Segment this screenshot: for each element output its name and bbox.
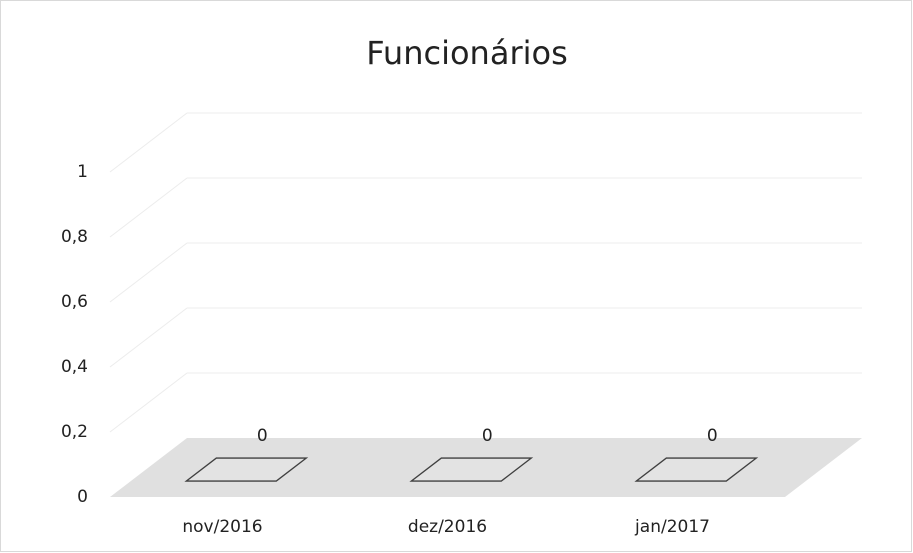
grid-line (109, 112, 188, 173)
y-tick-label: 0 (77, 487, 88, 507)
bar (409, 457, 534, 482)
y-tick-label: 0,4 (61, 357, 88, 377)
grid-line (109, 307, 188, 368)
grid-line (109, 177, 188, 238)
bar (634, 457, 759, 482)
data-label: 0 (707, 426, 718, 446)
grid-line (109, 372, 188, 433)
x-tick-label: nov/2016 (182, 517, 262, 537)
x-tick-label: dez/2016 (408, 517, 487, 537)
data-label: 0 (482, 426, 493, 446)
y-tick-label: 0,2 (61, 422, 88, 442)
y-tick-label: 0,6 (61, 292, 88, 312)
bar (184, 457, 309, 482)
x-tick-label: jan/2017 (634, 517, 710, 537)
data-label: 0 (257, 426, 268, 446)
chart-title: Funcionários (366, 34, 567, 72)
grid-line (109, 242, 188, 303)
y-tick-label: 1 (77, 162, 88, 182)
y-tick-label: 0,8 (61, 227, 88, 247)
